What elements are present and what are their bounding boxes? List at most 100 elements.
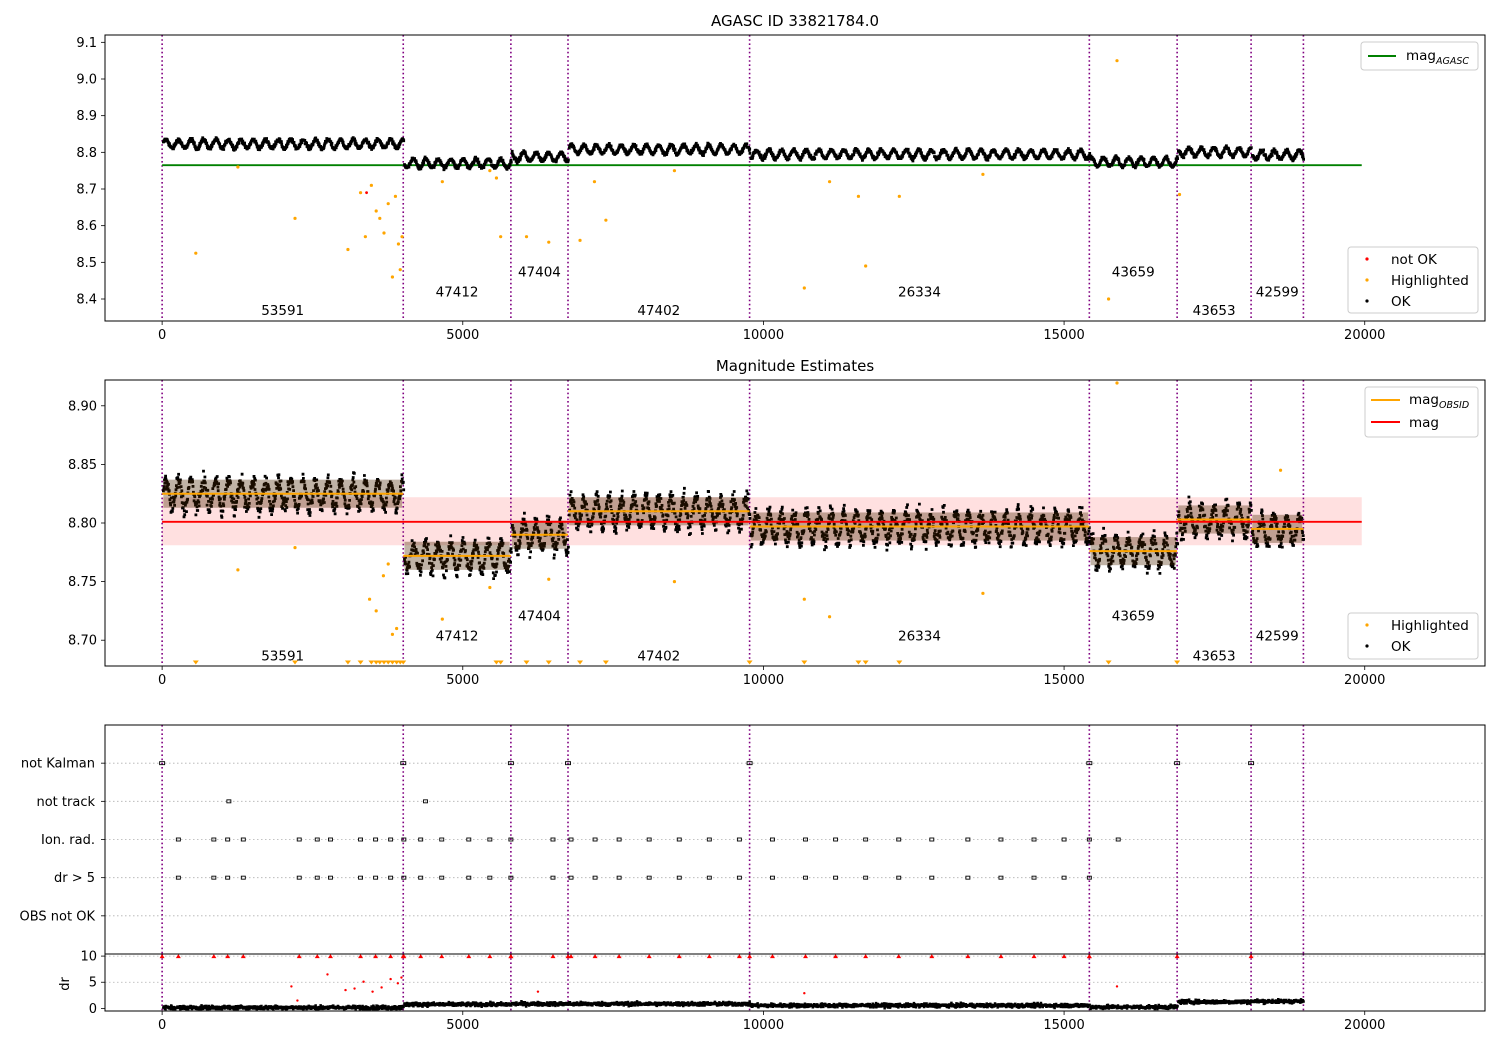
flag-marker: [401, 837, 407, 842]
y-tick-label: 8.75: [68, 575, 97, 590]
flag-marker: [507, 761, 514, 766]
highlighted-point: [488, 585, 492, 590]
dr-clipped-marker: [388, 954, 394, 959]
dr-outlier-point: [326, 973, 329, 976]
flag-marker: [965, 875, 971, 880]
highlighted-point: [396, 242, 401, 246]
highlighted-point: [578, 238, 582, 242]
flag-marker: [676, 875, 682, 880]
middle-data-layer: 53591 47412 47404 47402 26334 43659 43653 42599: [161, 380, 1362, 666]
obsid-label-53591: 53591: [261, 648, 304, 664]
y-tick-label: 8.9: [76, 109, 97, 124]
y-tick-label: 8.7: [76, 183, 97, 198]
dr-clipped-marker: [965, 954, 971, 959]
flag-marker: [568, 875, 574, 880]
obsid-label-47412: 47412: [436, 285, 479, 301]
ok-points-obsid-47412: [403, 534, 513, 580]
flag-marker: [175, 837, 181, 842]
ok-points-obsid-26334: [749, 146, 1092, 163]
flag-marker: [487, 875, 493, 880]
flags-panel: not Kalman not track Ion. rad. dr > 5 OBS no…: [20, 724, 1486, 955]
dr-points-obsid-47412: [403, 1000, 513, 1008]
dr-clipped-marker: [508, 954, 514, 959]
top-panel-title: AGASC ID 33821784.0: [711, 12, 879, 30]
ok-points-obsid-47412: [403, 155, 513, 172]
highlighted-point: [374, 209, 378, 213]
flag-marker: [736, 875, 742, 880]
dr-clipped-marker: [175, 954, 181, 959]
clipped-low-marker: [801, 660, 808, 665]
dr-clipped-marker: [358, 954, 364, 959]
legend-mag-agasc-label: magAGASC: [1406, 48, 1469, 67]
dr-clipped-marker: [314, 954, 320, 959]
flag-marker: [418, 875, 424, 880]
flag-marker: [508, 837, 514, 842]
highlighted-point: [499, 235, 503, 239]
flag-marker: [929, 875, 935, 880]
highlighted-point: [293, 546, 297, 550]
flag-marker: [358, 837, 364, 842]
dr-outlier-point: [371, 990, 374, 993]
highlighted-point: [390, 632, 395, 636]
flag-marker: [592, 837, 598, 842]
highlighted-point: [827, 615, 832, 619]
x-tick-label: 5000: [446, 1018, 479, 1033]
flag-marker: [211, 837, 217, 842]
ok-points-obsid-26334: [749, 502, 1092, 552]
dr-clipped-marker: [159, 954, 165, 959]
obsid-label-43659: 43659: [1112, 265, 1155, 281]
dr-clipped-marker: [225, 954, 231, 959]
flag-marker: [1086, 837, 1092, 842]
flag-marker: [423, 799, 428, 804]
highlighted-point: [382, 231, 386, 235]
flag-marker: [998, 875, 1004, 880]
obsid-label-47402: 47402: [637, 648, 680, 664]
dr-clipped-marker: [896, 954, 902, 959]
dr-clipped-marker: [736, 954, 742, 959]
x-tick-label: 10000: [743, 328, 784, 343]
flag-marker: [998, 837, 1004, 842]
dr-clipped-marker: [646, 954, 652, 959]
top-panel: AGASC ID 33821784.0 53591 47412 47404 47402…: [76, 12, 1486, 343]
highlighted-point: [981, 591, 985, 595]
dr-clipped-marker: [1086, 954, 1092, 959]
flag-marker: [1174, 761, 1181, 766]
flag-marker: [314, 837, 320, 842]
highlighted-point: [369, 183, 373, 187]
flag-marker: [706, 875, 712, 880]
ok-points-obsid-42599: [1251, 508, 1305, 549]
highlighted-point: [236, 568, 240, 572]
dr-clipped-marker: [833, 954, 839, 959]
middle-legend-points: Highlighted OK: [1347, 612, 1479, 660]
highlighted-point: [374, 609, 378, 613]
highlighted-point: [672, 580, 677, 584]
flag-row-label: not Kalman: [21, 757, 95, 772]
flag-marker: [646, 875, 652, 880]
flag-marker: [1086, 761, 1093, 766]
dr-clipped-marker: [929, 954, 935, 959]
y-tick-label: 8.5: [76, 256, 97, 271]
highlighted-point: [524, 235, 529, 239]
clipped-low-marker: [292, 660, 299, 665]
clipped-low-marker: [602, 660, 609, 665]
dr-clipped-marker: [211, 954, 217, 959]
obsid-label-43653: 43653: [1193, 303, 1236, 319]
highlighted-point: [395, 626, 399, 631]
legend-highlighted-label: Highlighted: [1391, 618, 1469, 634]
highlighted-point: [1106, 297, 1111, 301]
obsid-label-26334: 26334: [898, 285, 941, 301]
dr-outlier-point: [296, 999, 299, 1002]
clipped-low-marker: [855, 660, 862, 665]
flag-marker: [388, 837, 394, 842]
flag-marker: [328, 837, 333, 842]
x-tick-label: 20000: [1344, 673, 1385, 688]
highlighted-point: [827, 180, 832, 184]
flag-marker: [736, 837, 742, 842]
y-tick-label: 0: [89, 1002, 97, 1017]
flag-marker: [466, 875, 472, 880]
dr-points-obsid-26334: [749, 1001, 1091, 1010]
dr-clipped-marker: [1061, 954, 1067, 959]
y-tick-label: 8.6: [76, 219, 97, 234]
x-tick-label: 0: [158, 328, 166, 343]
y-tick-label: 9.0: [76, 73, 97, 88]
